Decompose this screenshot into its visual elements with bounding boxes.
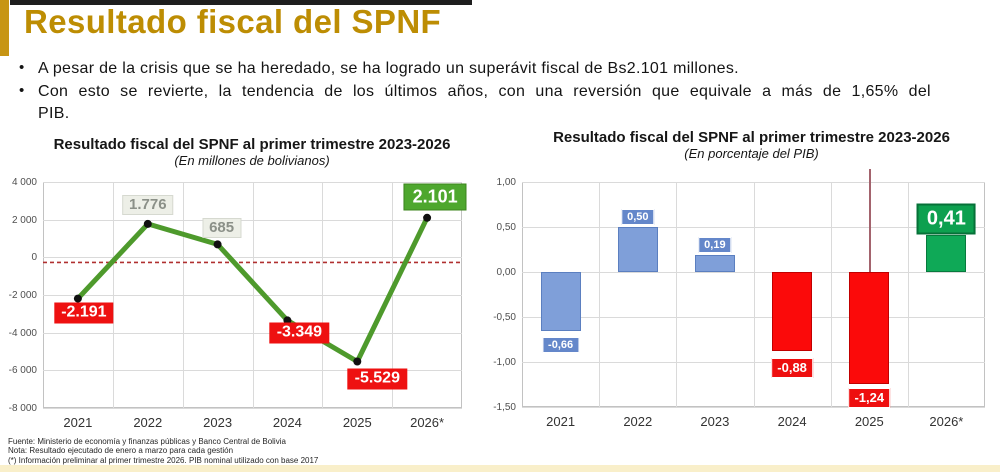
right-chart-title: Resultado fiscal del SPNF al primer trim…: [553, 129, 950, 146]
data-label-2023: 685: [202, 218, 242, 239]
data-label-2026*: 2.101: [403, 183, 467, 211]
data-label-2024: -3.349: [269, 322, 330, 344]
bar-label-2022: 0,50: [621, 209, 655, 225]
millones-y-tick-label: -8 000: [8, 403, 37, 414]
pib-y-tick-label: 0,50: [496, 222, 516, 233]
footer-source-line: Fuente: Ministerio de economía y finanza…: [8, 437, 286, 446]
millones-x-category-label: 2024: [272, 415, 302, 430]
bar-label-2023: 0,19: [698, 236, 732, 253]
bar-label-2025: -1,24: [848, 387, 891, 408]
millones-gridline-v: [182, 182, 184, 408]
top-border-strip: [10, 0, 472, 5]
millones-x-category-label: 2025: [342, 415, 372, 430]
pib-x-category-label: 2022: [623, 414, 653, 429]
pib-y-tick-label: -0,50: [493, 312, 516, 323]
millones-y-tick-label: 2 000: [11, 214, 37, 226]
bullet-marker: •: [19, 81, 25, 99]
millones-gridline-v: [112, 182, 114, 408]
millones-gridline-v: [252, 182, 254, 408]
footer-asterisk-line: (*) Información preliminar al primer tri…: [8, 455, 319, 465]
data-label-2022: 1.776: [122, 194, 174, 215]
pib-gridline-h: [522, 407, 985, 408]
millones-y-tick-label: 0: [31, 252, 37, 264]
pib-x-category-label: 2026*: [929, 414, 964, 429]
bar-label-2021: -0,66: [542, 337, 580, 354]
bullet-text: Con esto se revierte, la tendencia de lo…: [38, 82, 931, 123]
pib-gridline-v: [676, 182, 678, 407]
millones-x-category-label: 2022: [133, 415, 163, 430]
pib-y-tick-label: 0,00: [496, 267, 516, 278]
left-chart-subtitle: (En millones de bolivianos): [174, 153, 330, 168]
millones-x-category-label: 2021: [63, 415, 93, 430]
bar-2025: [849, 272, 890, 384]
millones-x-category-label: 2023: [203, 415, 233, 430]
pib-gridline-v: [830, 182, 832, 407]
pib-x-category-label: 2024: [777, 414, 807, 429]
bottom-accent-strip: [0, 465, 1000, 472]
footer-note-line: Nota: Resultado ejecutado de enero a mar…: [8, 446, 234, 456]
bar-2026*: [926, 235, 967, 272]
bar-label-2024: -0,88: [771, 358, 813, 379]
pib-gridline-v: [907, 182, 909, 407]
page-title: Resultado fiscal del SPNF: [24, 3, 442, 40]
millones-y-tick-label: -6 000: [8, 365, 37, 377]
title-accent-bar: [0, 0, 9, 56]
millones-gridline-h: [43, 408, 462, 409]
footer-notes: Fuente: Ministerio de economía y finanza…: [8, 437, 318, 465]
pib-y-tick-label: 1,00: [496, 177, 516, 188]
pib-gridline-v: [599, 182, 601, 407]
bar-label-2026*: 0,41: [916, 203, 976, 235]
bullet-marker: •: [19, 59, 25, 76]
left-chart-title: Resultado fiscal del SPNF al primer trim…: [53, 136, 451, 153]
bar-2023: [694, 254, 735, 272]
right-chart-subtitle: (En porcentaje del PIB): [684, 146, 819, 161]
bullet-item: • Con esto se revierte, la tendencia de …: [12, 81, 980, 126]
bullet-item: • A pesar de la crisis que se ha heredad…: [12, 58, 980, 81]
millones-y-tick-label: -4 000: [8, 327, 37, 339]
pib-x-category-label: 2023: [700, 414, 730, 429]
bar-2022: [617, 227, 658, 272]
bar-2021: [540, 272, 581, 332]
millones-y-tick-label: -2 000: [8, 290, 37, 301]
bar-2024: [772, 272, 813, 352]
pib-x-category-label: 2025: [854, 414, 884, 429]
data-label-2025: -5.529: [347, 368, 407, 389]
data-label-2021: -2.191: [54, 302, 114, 324]
pib-y-tick-label: -1,50: [493, 402, 516, 413]
bullet-list: • A pesar de la crisis que se ha heredad…: [12, 58, 980, 126]
millones-gridline-v: [322, 182, 324, 408]
pib-x-category-label: 2021: [546, 414, 576, 429]
pib-gridline-v: [753, 182, 755, 407]
annotation-vertical-line: [869, 169, 871, 272]
millones-x-category-label: 2026*: [410, 415, 445, 430]
pib-y-tick-label: -1,00: [493, 357, 516, 368]
millones-y-tick-label: 4 000: [11, 177, 37, 188]
bullet-text: A pesar de la crisis que se ha heredado,…: [38, 60, 739, 77]
